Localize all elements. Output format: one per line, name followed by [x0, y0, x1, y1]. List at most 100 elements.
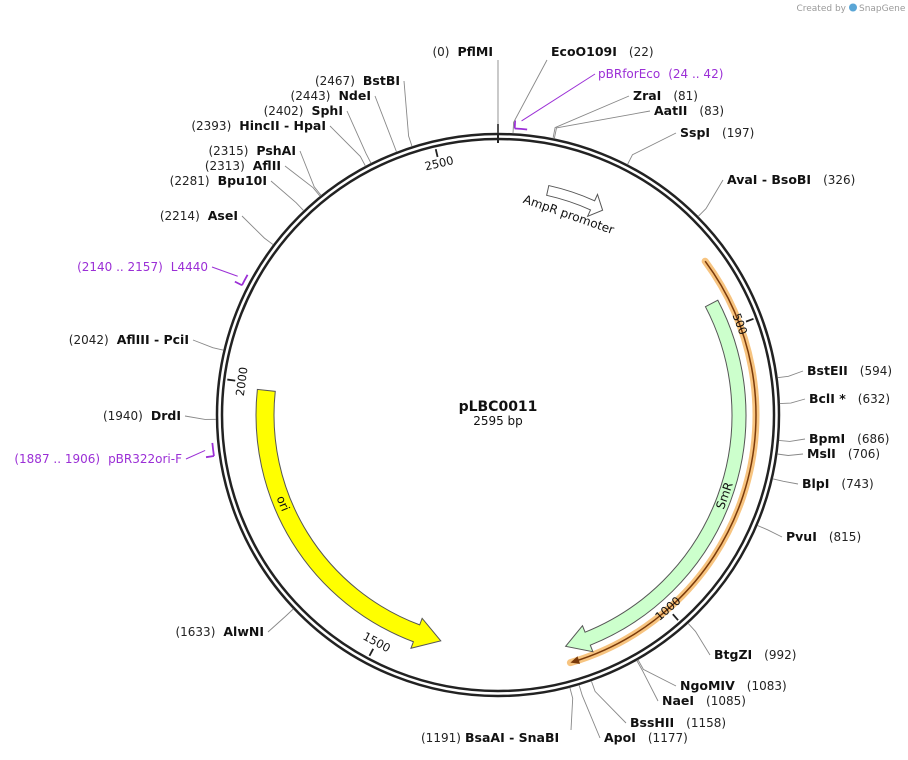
site-label-sphi[interactable]: (2402) SphI [264, 103, 343, 118]
site-label-bsaai-snabi[interactable]: (1191)BsaAI - SnaBI [421, 730, 559, 745]
site-name: AatII [654, 103, 687, 118]
site-name: AvaI - BsoBI [727, 172, 811, 187]
site-label-bsteii[interactable]: BstEII(594) [807, 363, 892, 378]
ring-tick-label: 1500 [361, 629, 393, 655]
site-label-drdi[interactable]: (1940)DrdI [103, 408, 181, 423]
primer-part: L4440 [171, 260, 208, 274]
site-name: AlwNI [223, 624, 264, 639]
site-leader-bpu10i [271, 181, 304, 211]
feature-smr[interactable] [566, 300, 746, 651]
site-name: SspI [680, 125, 710, 140]
site-pos: (1158) [686, 716, 726, 730]
site-label-afliii-pcii[interactable]: (2042)AflIII - PciI [69, 332, 189, 347]
site-leader-msli [777, 454, 803, 456]
site-label-blpi[interactable]: BlpI(743) [802, 476, 874, 491]
primer-label-pbrforeco[interactable]: pBRforEco(24 .. 42) [598, 67, 723, 81]
site-leader-pshai [300, 151, 321, 195]
site-label-bsshii[interactable]: BssHII(1158) [630, 715, 726, 730]
site-pos: (1191) [421, 731, 461, 745]
site-name: BstBI [363, 73, 400, 88]
primer-pbr322ori-f[interactable] [212, 443, 214, 456]
site-label-bcli[interactable]: BclI *(632) [809, 391, 890, 406]
site-label-msli[interactable]: MslI(706) [807, 446, 880, 461]
site-label-ecoo109i[interactable]: EcoO109I(22) [551, 44, 654, 59]
site-leader-naei [637, 661, 658, 702]
site-name: PflMI [457, 44, 493, 59]
site-label-pshai[interactable]: (2315)PshAI [208, 143, 296, 158]
primer-label-l4440[interactable]: (2140 .. 2157) L4440 [77, 260, 208, 274]
site-pos: (197) [722, 126, 754, 140]
site-label-naei[interactable]: NaeI (1085) [662, 693, 746, 708]
site-label-ndei[interactable]: (2443)NdeI [291, 88, 371, 103]
site-name: BlpI [802, 476, 829, 491]
primer-leader [186, 450, 205, 459]
site-label-ngomiv[interactable]: NgoMIV(1083) [680, 678, 787, 693]
site-label-bpu10i[interactable]: (2281)Bpu10I [170, 173, 267, 188]
site-label-avai-bsobi[interactable]: AvaI - BsoBI(326) [727, 172, 855, 187]
site-pos: (706) [848, 447, 880, 461]
primer-part: pBRforEco [598, 67, 660, 81]
feature-ori[interactable] [256, 389, 441, 648]
site-pos: (1633) [175, 625, 215, 639]
site-pos: (83) [699, 104, 724, 118]
site-name: SphI [311, 103, 343, 118]
site-name: DrdI [151, 408, 181, 423]
site-pos: (2315) [208, 144, 248, 158]
site-pos: (2313) [205, 159, 245, 173]
site-pos: (1085) [706, 694, 746, 708]
site-label-alwni[interactable]: (1633) AlwNI [175, 624, 264, 639]
site-label-sspi[interactable]: SspI (197) [680, 125, 754, 140]
site-leader-btgzi [688, 623, 710, 655]
site-pos: (0) [432, 45, 449, 59]
site-label-aflii[interactable]: (2313) AflII [205, 158, 281, 173]
plasmid-size: 2595 bp [473, 414, 523, 428]
site-name: AseI [208, 208, 238, 223]
primer-part: pBR322ori-F [108, 452, 182, 466]
primer-part: (2140 .. 2157) [77, 260, 163, 274]
primer-leader [522, 74, 595, 121]
site-pos: (2467) [315, 74, 355, 88]
site-name: BtgZI [714, 647, 752, 662]
site-label-pvui[interactable]: PvuI(815) [786, 529, 861, 544]
ring-tick-label: 2500 [423, 153, 455, 173]
site-leader-afliii-pcii [193, 340, 224, 350]
site-label-aatii[interactable]: AatII (83) [654, 103, 724, 118]
credit-block: Created by SnapGene [796, 4, 905, 15]
site-label-bpmi[interactable]: BpmI(686) [809, 431, 889, 446]
site-pos: (992) [764, 648, 796, 662]
site-name: NaeI [662, 693, 694, 708]
site-label-zrai[interactable]: ZraI(81) [633, 88, 698, 103]
site-name: AflII [253, 158, 281, 173]
primer-pbrforeco[interactable] [515, 128, 527, 129]
site-name: BpmI [809, 431, 845, 446]
site-pos: (815) [829, 530, 861, 544]
ring-tick-1000 [673, 614, 678, 620]
site-leader-bsteii [778, 371, 804, 378]
primer-label-pbr322ori-f[interactable]: (1887 .. 1906) pBR322ori-F [14, 452, 182, 466]
site-leader-bpmi [779, 439, 805, 441]
site-leader-hincii-hpai [330, 126, 366, 166]
ring-tick-label: 2000 [233, 366, 251, 397]
site-name: EcoO109I [551, 44, 617, 59]
site-pos: (2402) [264, 104, 304, 118]
primer-tick [235, 282, 242, 286]
site-label-pflmi[interactable]: (0) PflMI [432, 44, 493, 59]
site-leader-pvui [758, 526, 783, 538]
site-label-apoi[interactable]: ApoI(1177) [604, 730, 688, 745]
site-pos: (632) [858, 392, 890, 406]
site-name: Bpu10I [218, 173, 267, 188]
primer-l4440[interactable] [242, 275, 248, 285]
primer-part: (1887 .. 1906) [14, 452, 100, 466]
site-label-btgzi[interactable]: BtgZI (992) [714, 647, 796, 662]
site-label-hincii-hpai[interactable]: (2393)HincII - HpaI [191, 118, 326, 133]
site-pos: (2042) [69, 333, 109, 347]
site-label-asei[interactable]: (2214)AseI [160, 208, 238, 223]
site-leader-sspi [628, 133, 677, 165]
credit-created-by: Created by [796, 4, 846, 14]
site-label-bstbi[interactable]: (2467) BstBI [315, 73, 400, 88]
site-leader-drdi [185, 416, 216, 419]
site-pos: (594) [860, 364, 892, 378]
